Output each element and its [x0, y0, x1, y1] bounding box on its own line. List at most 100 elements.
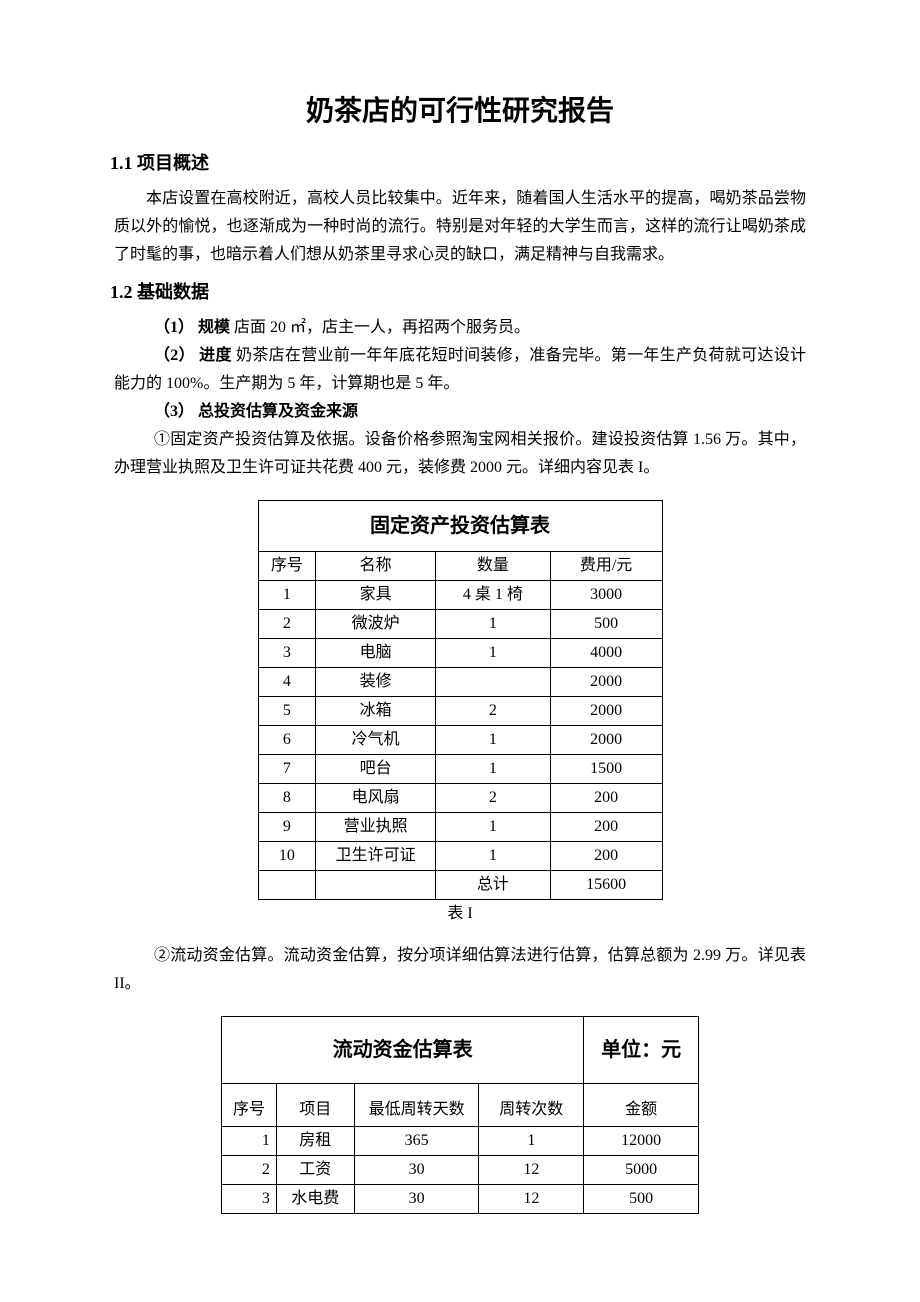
table-cell: 8 — [258, 784, 316, 813]
table-cell: 2000 — [550, 726, 662, 755]
table-cell: 冰箱 — [316, 697, 436, 726]
item-1: （1） 规模 店面 20 ㎡，店主一人，再招两个服务员。 — [114, 314, 806, 342]
item-3-label: （3） 总投资估算及资金来源 — [154, 403, 358, 420]
table-cell: 工资 — [276, 1156, 354, 1185]
table-cell: 7 — [258, 755, 316, 784]
fixed-asset-table: 固定资产投资估算表 序号 名称 数量 费用/元 1家具4 桌 1 椅30002微… — [258, 500, 663, 900]
table-row: 1家具4 桌 1 椅3000 — [258, 581, 662, 610]
document-title: 奶茶店的可行性研究报告 — [110, 90, 810, 132]
table-cell: 营业执照 — [316, 813, 436, 842]
item-2: （2） 进度 奶茶店在营业前一年年底花短时间装修，准备完毕。第一年生产负荷就可达… — [110, 342, 810, 398]
table-cell: 500 — [550, 610, 662, 639]
table2-header-cell: 项目 — [276, 1084, 354, 1127]
table-cell: 1 — [436, 610, 551, 639]
table-cell: 3 — [258, 639, 316, 668]
table-cell: 房租 — [276, 1127, 354, 1156]
table-cell: 电风扇 — [316, 784, 436, 813]
table-cell: 6 — [258, 726, 316, 755]
table-cell: 2000 — [550, 697, 662, 726]
table-cell: 12000 — [584, 1127, 699, 1156]
table-cell: 1 — [436, 755, 551, 784]
table-cell: 3000 — [550, 581, 662, 610]
table-cell: 1 — [479, 1127, 584, 1156]
table-cell: 2 — [436, 784, 551, 813]
table-cell: 电脑 — [316, 639, 436, 668]
sub-1: ①固定资产投资估算及依据。设备价格参照淘宝网相关报价。建设投资估算 1.56 万… — [114, 426, 806, 482]
table1-header-cell: 费用/元 — [550, 552, 662, 581]
table-cell: 1 — [436, 726, 551, 755]
table-row: 3电脑14000 — [258, 639, 662, 668]
table-cell: 1 — [258, 581, 316, 610]
table-cell: 200 — [550, 842, 662, 871]
table1-caption: 表 I — [110, 902, 810, 926]
table-cell: 12 — [479, 1185, 584, 1214]
table-cell — [436, 668, 551, 697]
table2-title: 流动资金估算表 — [222, 1017, 584, 1084]
table-cell: 3 — [222, 1185, 277, 1214]
table-row: 7吧台11500 — [258, 755, 662, 784]
table2-header-cell: 周转次数 — [479, 1084, 584, 1127]
item-2-label: （2） 进度 — [154, 347, 232, 364]
table-row: 6冷气机12000 — [258, 726, 662, 755]
table-cell: 5 — [258, 697, 316, 726]
table-row: 1房租365112000 — [222, 1127, 699, 1156]
table2-header-cell: 最低周转天数 — [354, 1084, 479, 1127]
table-cell: 1 — [436, 639, 551, 668]
table-cell: 2 — [258, 610, 316, 639]
table-cell: 10 — [258, 842, 316, 871]
item-1-label: （1） 规模 — [154, 319, 230, 336]
table1-header-row: 序号 名称 数量 费用/元 — [258, 552, 662, 581]
table-cell: 4 桌 1 椅 — [436, 581, 551, 610]
table-cell: 水电费 — [276, 1185, 354, 1214]
table1-total-row: 总计 15600 — [258, 871, 662, 900]
table-cell: 500 — [584, 1185, 699, 1214]
table-cell: 5000 — [584, 1156, 699, 1185]
table-cell: 4000 — [550, 639, 662, 668]
table-row: 9营业执照1200 — [258, 813, 662, 842]
table1-total-label: 总计 — [436, 871, 551, 900]
table-cell: 12 — [479, 1156, 584, 1185]
sub-2: ②流动资金估算。流动资金估算，按分项详细估算法进行估算，估算总额为 2.99 万… — [114, 942, 806, 998]
table2-header-cell: 序号 — [222, 1084, 277, 1127]
table-row: 10卫生许可证1200 — [258, 842, 662, 871]
table1-header-cell: 名称 — [316, 552, 436, 581]
table-cell: 2 — [436, 697, 551, 726]
table2-unit: 单位：元 — [584, 1017, 699, 1084]
section-2-heading: 1.2 基础数据 — [110, 279, 810, 306]
table-cell: 4 — [258, 668, 316, 697]
table-cell: 家具 — [316, 581, 436, 610]
table-cell: 2 — [222, 1156, 277, 1185]
table1-header-cell: 序号 — [258, 552, 316, 581]
table-row: 2微波炉1500 — [258, 610, 662, 639]
table-cell: 1500 — [550, 755, 662, 784]
section-1-body: 本店设置在高校附近，高校人员比较集中。近年来，随着国人生活水平的提高，喝奶茶品尝… — [114, 185, 806, 269]
table-cell: 2000 — [550, 668, 662, 697]
working-capital-table: 流动资金估算表 单位：元 序号 项目 最低周转天数 周转次数 金额 1房租365… — [221, 1016, 699, 1214]
table-row: 4装修 2000 — [258, 668, 662, 697]
table1-header-cell: 数量 — [436, 552, 551, 581]
section-1-heading: 1.1 项目概述 — [110, 150, 810, 177]
table-cell: 1 — [222, 1127, 277, 1156]
table-cell: 冷气机 — [316, 726, 436, 755]
table-cell: 微波炉 — [316, 610, 436, 639]
table-row: 5冰箱22000 — [258, 697, 662, 726]
item-1-text: 店面 20 ㎡，店主一人，再招两个服务员。 — [230, 319, 530, 336]
table-cell: 吧台 — [316, 755, 436, 784]
table2-header-row: 序号 项目 最低周转天数 周转次数 金额 — [222, 1084, 699, 1127]
table-cell: 1 — [436, 813, 551, 842]
table-cell: 365 — [354, 1127, 479, 1156]
table-row: 3水电费3012500 — [222, 1185, 699, 1214]
table-row: 2工资30125000 — [222, 1156, 699, 1185]
table-cell: 1 — [436, 842, 551, 871]
table-row: 8电风扇2200 — [258, 784, 662, 813]
table-cell: 30 — [354, 1185, 479, 1214]
table-cell: 9 — [258, 813, 316, 842]
table-cell: 30 — [354, 1156, 479, 1185]
table-cell: 200 — [550, 813, 662, 842]
table-cell: 装修 — [316, 668, 436, 697]
table1-title: 固定资产投资估算表 — [258, 501, 662, 552]
table1-total-value: 15600 — [550, 871, 662, 900]
table-cell: 200 — [550, 784, 662, 813]
item-3: （3） 总投资估算及资金来源 — [114, 398, 806, 426]
table-cell: 卫生许可证 — [316, 842, 436, 871]
